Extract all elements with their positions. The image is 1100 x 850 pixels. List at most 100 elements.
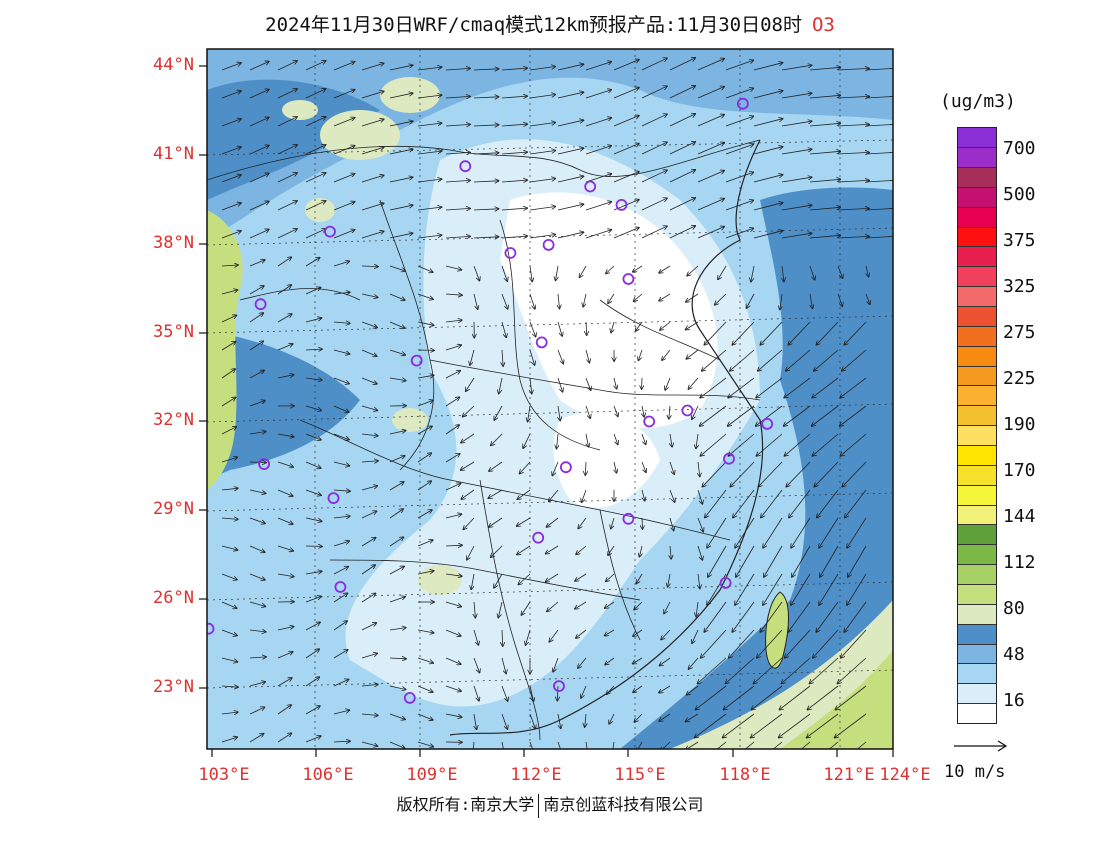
- wind-vector: [613, 144, 639, 155]
- wind-vector: [761, 489, 783, 518]
- wind-vector: [389, 658, 406, 659]
- wind-vector: [697, 143, 724, 155]
- wind-vector: [249, 341, 263, 351]
- wind-vector: [578, 657, 587, 668]
- wind-vector: [305, 405, 321, 411]
- wind-vector: [305, 173, 326, 183]
- wind-vector: [697, 59, 724, 71]
- wind-vector: [417, 67, 442, 71]
- wind-vector: [473, 97, 499, 98]
- wind-vector: [669, 226, 695, 239]
- wind-vector: [634, 601, 643, 610]
- wind-vector: [305, 145, 326, 155]
- wind-vector: [583, 293, 587, 307]
- wind-vector: [523, 433, 531, 448]
- wind-vector: [530, 265, 532, 282]
- wind-vector: [389, 456, 405, 463]
- wind-vector: [669, 405, 670, 419]
- wind-vector: [735, 517, 755, 548]
- wind-vector: [781, 233, 812, 239]
- wind-vector: [608, 545, 615, 555]
- wind-vector: [501, 124, 527, 126]
- wind-vector: [547, 601, 559, 611]
- wind-vector: [502, 629, 503, 646]
- wind-vector: [835, 713, 867, 738]
- wind-vector: [472, 741, 475, 749]
- colorbar-swatch: [958, 186, 996, 207]
- wind-vector: [417, 571, 434, 575]
- wind-vector: [529, 685, 534, 701]
- wind-vector: [517, 545, 531, 555]
- wind-vector: [333, 567, 348, 575]
- wind-vector: [501, 321, 506, 337]
- wind-vector: [445, 545, 462, 546]
- wind-vector: [277, 314, 292, 323]
- colorbar-label: 112: [1003, 552, 1036, 573]
- station-marker: [535, 336, 548, 349]
- wind-vector: [800, 741, 811, 749]
- wind-vector: [641, 58, 667, 71]
- colorbar-swatch: [958, 128, 996, 148]
- station-marker: [723, 452, 735, 465]
- wind-vector: [249, 401, 265, 407]
- wind-vector: [781, 65, 812, 71]
- wind-vector: [249, 734, 264, 743]
- wind-vector: [461, 461, 475, 470]
- wind-vector: [221, 342, 236, 351]
- wind-vector: [277, 574, 294, 577]
- wind-vector: [606, 265, 615, 274]
- wind-vector: [688, 377, 699, 389]
- wind-vector: [809, 179, 840, 183]
- wind-vector: [333, 202, 355, 211]
- colorbar-swatch: [958, 305, 996, 326]
- wind-vector: [669, 517, 674, 531]
- wind-vector: [546, 545, 559, 554]
- wind-vector: [221, 315, 237, 323]
- wind-vector: [705, 489, 727, 518]
- wind-vector: [661, 741, 671, 749]
- wind-vector: [473, 657, 480, 673]
- wind-vector: [221, 147, 241, 155]
- wind-vector: [526, 629, 531, 645]
- wind-vector: [361, 119, 384, 127]
- wind-vector: [361, 91, 384, 99]
- wind-vector: [819, 517, 839, 548]
- northern-green-patch: [320, 110, 400, 160]
- wind-vector: [333, 405, 349, 412]
- wind-vector: [780, 293, 782, 310]
- wind-vector: [389, 233, 413, 239]
- colorbar-swatch: [958, 425, 996, 445]
- wind-vector: [389, 741, 405, 748]
- wind-vector: [361, 741, 378, 746]
- wind-vector: [702, 349, 727, 371]
- wind-vector: [686, 321, 699, 330]
- wind-vector: [277, 733, 291, 743]
- wind-vector: [669, 489, 675, 502]
- wind-vector: [556, 265, 559, 280]
- copyright-divider: [538, 793, 540, 818]
- wind-vector: [445, 68, 470, 70]
- wind-vector: [669, 170, 695, 183]
- coastline: [449, 139, 764, 736]
- wind-vector: [641, 461, 646, 472]
- wind-vector: [221, 290, 238, 295]
- wind-vector: [361, 293, 378, 297]
- wind-vector: [746, 293, 755, 308]
- colorbar-label: 16: [1003, 690, 1025, 711]
- wind-vector: [814, 349, 839, 371]
- wind-vector: [786, 461, 811, 487]
- wind-vector: [389, 628, 406, 630]
- colorbar-swatch: [958, 564, 996, 584]
- wind-vector: [781, 177, 812, 183]
- station-marker: [327, 492, 340, 505]
- wind-vector: [665, 377, 671, 390]
- lat-label-35n: 35°N: [153, 322, 194, 342]
- wind-vector: [820, 545, 839, 577]
- wind-vector: [361, 565, 375, 575]
- wind-vector: [333, 322, 350, 323]
- wind-vector: [723, 713, 755, 738]
- colorbar: [957, 127, 997, 724]
- colorbar-label: 500: [1003, 184, 1036, 205]
- wind-vector: [585, 202, 611, 211]
- wind-vector: [305, 622, 320, 631]
